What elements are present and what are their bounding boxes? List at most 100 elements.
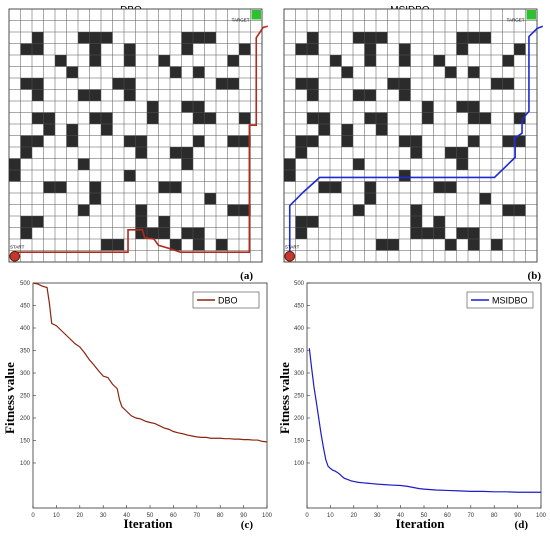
obstacle-cell bbox=[32, 135, 44, 147]
obstacle-cell bbox=[295, 227, 307, 239]
obstacle-cell bbox=[456, 32, 468, 44]
obstacle-cell bbox=[181, 101, 193, 113]
x-tick-label: 100 bbox=[536, 513, 547, 519]
legend-box bbox=[192, 291, 260, 309]
obstacle-cell bbox=[514, 204, 526, 216]
panel-d-convergence-chart: Iteration Fitness value (d) 500450400350… bbox=[277, 281, 547, 531]
obstacle-cell bbox=[456, 43, 468, 55]
obstacle-cell bbox=[353, 32, 365, 44]
legend-label: DBO bbox=[218, 296, 238, 306]
obstacle-cell bbox=[101, 32, 113, 44]
target-label: TARGET bbox=[232, 18, 250, 23]
obstacle-cell bbox=[433, 55, 445, 67]
series-line-dbo bbox=[32, 282, 268, 443]
obstacle-cell bbox=[364, 112, 376, 124]
obstacle-cell bbox=[227, 78, 239, 90]
x-tick-label: 60 bbox=[444, 513, 451, 519]
obstacle-cell bbox=[78, 204, 90, 216]
obstacle-cell bbox=[502, 204, 514, 216]
obstacle-cell bbox=[307, 78, 319, 90]
obstacle-cell bbox=[78, 32, 90, 44]
obstacle-cell bbox=[422, 101, 434, 113]
obstacle-cell bbox=[330, 55, 342, 67]
x-tick-label: 50 bbox=[421, 513, 428, 519]
obstacle-cell bbox=[239, 43, 251, 55]
x-tick-label: 50 bbox=[147, 513, 154, 519]
obstacle-cell bbox=[399, 89, 411, 101]
obstacle-cell bbox=[410, 147, 422, 159]
target-label: TARGET bbox=[507, 18, 525, 23]
obstacle-cell bbox=[181, 158, 193, 170]
obstacle-cell bbox=[158, 181, 170, 193]
obstacle-cell bbox=[502, 135, 514, 147]
obstacle-cell bbox=[78, 89, 90, 101]
obstacle-cell bbox=[239, 112, 251, 124]
obstacle-cell bbox=[468, 112, 480, 124]
obstacle-cell bbox=[135, 135, 147, 147]
obstacle-cell bbox=[112, 78, 124, 90]
obstacle-cell bbox=[353, 158, 365, 170]
obstacle-cell bbox=[135, 204, 147, 216]
x-tick-label: 80 bbox=[217, 513, 224, 519]
obstacle-cell bbox=[456, 147, 468, 159]
panel-a-grid: TARGET START bbox=[8, 8, 268, 263]
obstacle-cell bbox=[399, 170, 411, 182]
obstacle-cell bbox=[433, 227, 445, 239]
obstacle-cell bbox=[32, 43, 44, 55]
start-label: START bbox=[285, 245, 300, 250]
y-tick-label: 400 bbox=[294, 326, 305, 332]
obstacle-cell bbox=[284, 158, 296, 170]
obstacle-cell bbox=[55, 181, 67, 193]
panel-a-label: (a) bbox=[240, 270, 253, 282]
obstacle-cell bbox=[170, 66, 182, 78]
panel-c-label: (c) bbox=[241, 519, 254, 531]
x-tick-label: 70 bbox=[467, 513, 474, 519]
panel-c-plot: 500 450 400 350 300 250 200 150 100 0 10 20 30 40 50 60… bbox=[20, 281, 273, 519]
x-tick-label: 10 bbox=[327, 513, 334, 519]
obstacle-cell bbox=[20, 135, 32, 147]
obstacle-cell bbox=[193, 239, 205, 251]
obstacle-cell bbox=[514, 112, 526, 124]
robot-path bbox=[13, 25, 268, 257]
obstacle-cell bbox=[227, 204, 239, 216]
obstacle-cell bbox=[456, 158, 468, 170]
obstacle-cell bbox=[445, 66, 457, 78]
target-marker bbox=[526, 10, 536, 20]
x-tick-label: 60 bbox=[170, 513, 177, 519]
obstacle-cell bbox=[170, 181, 182, 193]
x-tick-label: 30 bbox=[374, 513, 381, 519]
obstacle-cell bbox=[147, 112, 159, 124]
obstacle-cell bbox=[341, 66, 353, 78]
start-label: START bbox=[10, 245, 25, 250]
obstacle-cell bbox=[364, 181, 376, 193]
obstacle-cell bbox=[89, 89, 101, 101]
y-tick-label: 350 bbox=[20, 349, 31, 355]
plot-frame bbox=[306, 282, 542, 509]
obstacle-cell bbox=[204, 193, 216, 205]
obstacle-cell bbox=[376, 239, 388, 251]
obstacle-cell bbox=[32, 89, 44, 101]
robot-path bbox=[288, 25, 544, 257]
obstacle-cell bbox=[307, 32, 319, 44]
obstacle-cell bbox=[410, 204, 422, 216]
obstacle-cell bbox=[101, 239, 113, 251]
obstacle-cell bbox=[124, 170, 136, 182]
obstacle-cell bbox=[364, 55, 376, 67]
obstacle-cell bbox=[158, 216, 170, 228]
obstacle-cell bbox=[376, 32, 388, 44]
obstacle-cell bbox=[479, 32, 491, 44]
obstacle-cell bbox=[468, 32, 480, 44]
x-tick-label: 30 bbox=[100, 513, 107, 519]
obstacle-cell bbox=[66, 135, 78, 147]
obstacle-cell bbox=[193, 32, 205, 44]
obstacle-cell bbox=[89, 32, 101, 44]
obstacle-cell bbox=[55, 55, 67, 67]
obstacle-cell bbox=[66, 66, 78, 78]
obstacle-cell bbox=[318, 124, 330, 136]
x-tick-label: 70 bbox=[193, 513, 200, 519]
obstacle-cell bbox=[204, 112, 216, 124]
obstacle-cell bbox=[456, 227, 468, 239]
obstacle-cell bbox=[318, 112, 330, 124]
obstacle-cell bbox=[43, 181, 55, 193]
